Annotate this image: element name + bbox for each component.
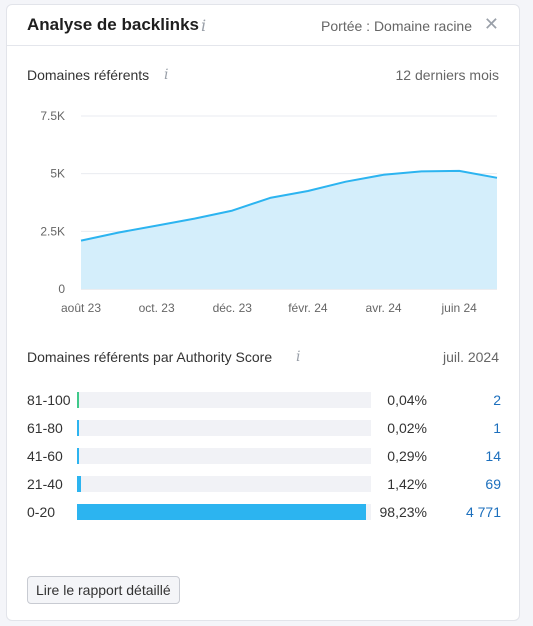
authority-row: 41-60 0,29% 14 [27,447,501,465]
x-tick-label: oct. 23 [139,301,175,315]
authority-row: 61-80 0,02% 1 [27,419,501,437]
row-bar-fill [77,504,366,520]
row-bar-track [77,448,371,464]
y-tick-label: 7.5K [40,109,65,123]
row-percent: 0,29% [387,448,427,464]
period-label: 12 derniers mois [395,67,500,83]
row-percent: 0,02% [387,420,427,436]
row-bar-fill [77,448,79,464]
authority-row: 0-20 98,23% 4 771 [27,503,501,521]
row-bar-track [77,476,371,492]
row-bar-track [77,504,371,520]
row-count-link[interactable]: 14 [485,448,501,464]
read-report-button[interactable]: Lire le rapport détaillé [27,576,180,604]
y-tick-label: 0 [58,282,65,296]
scope-label: Portée : Domaine racine [321,18,472,34]
x-tick-label: avr. 24 [366,301,402,315]
row-percent: 0,04% [387,392,427,408]
y-tick-label: 2.5K [40,224,65,238]
referring-domains-title: Domaines référents [27,67,150,83]
widget-title: Analyse de backlinks [27,15,199,34]
info-icon[interactable]: i [201,16,207,35]
authority-row: 81-100 0,04% 2 [27,391,501,409]
row-bar-track [77,420,371,436]
x-tick-label: févr. 24 [288,301,328,315]
row-count-link[interactable]: 69 [485,476,501,492]
info-icon[interactable]: i [296,349,301,365]
y-tick-label: 5K [50,167,65,181]
row-bar-fill [77,420,79,436]
row-percent: 98,23% [379,504,427,520]
row-label: 61-80 [27,420,63,436]
row-count-link[interactable]: 2 [493,392,501,408]
authority-title: Domaines référents par Authority Score [27,349,273,365]
series-line [80,169,498,242]
x-tick-label: déc. 23 [213,301,253,315]
row-count-link[interactable]: 4 771 [465,504,501,520]
row-bar-fill [77,392,79,408]
series-area [81,170,497,289]
x-tick-label: août 23 [61,301,101,315]
row-count-link[interactable]: 1 [493,420,501,436]
authority-row: 21-40 1,42% 69 [27,475,501,493]
backlink-analysis-card: Analyse de backlinks i Portée : Domaine … [6,4,520,621]
row-bar-track [77,392,371,408]
x-tick-label: juin 24 [440,301,477,315]
referring-domains-chart: 0 2.5K 5K 7.5K août 23 oct. 23 déc. 23 févr. 24… [40,109,498,315]
card-header: Analyse de backlinks i Portée : Domaine … [7,5,519,46]
row-percent: 1,42% [387,476,427,492]
row-bar-fill [77,476,82,492]
row-label: 41-60 [27,448,63,464]
row-label: 0-20 [27,504,56,520]
row-label: 81-100 [27,392,71,408]
authority-date: juil. 2024 [442,349,499,365]
close-icon[interactable]: ✕ [483,14,499,34]
row-label: 21-40 [27,476,63,492]
info-icon[interactable]: i [164,67,169,83]
